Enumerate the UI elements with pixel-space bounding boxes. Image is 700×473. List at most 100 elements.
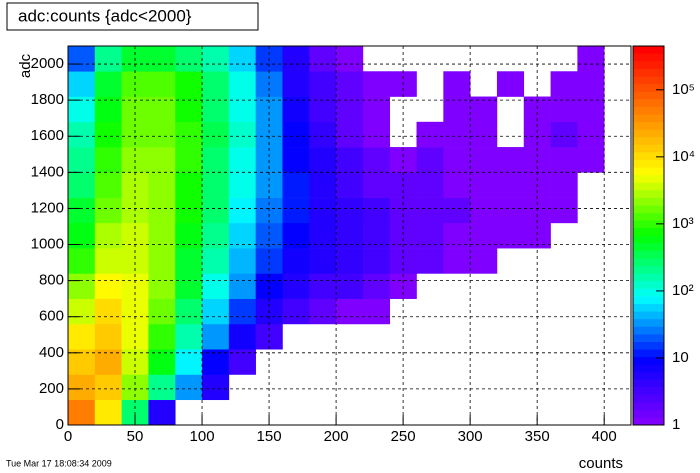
heatmap-cell	[577, 96, 605, 123]
heatmap-cell	[175, 323, 203, 350]
heatmap-cell	[416, 121, 444, 148]
heatmap-cell	[309, 172, 337, 198]
heatmap-cell	[336, 71, 364, 97]
heatmap-cell	[175, 121, 203, 148]
chart-title: adc:counts {adc<2000}	[18, 6, 192, 25]
heatmap-cell	[228, 46, 256, 72]
heatmap-cell	[94, 399, 122, 426]
heatmap-cell	[148, 349, 176, 375]
palette-step	[633, 288, 664, 297]
heatmap-cell	[148, 147, 176, 173]
heatmap-cell	[148, 273, 176, 299]
heatmap-cell	[94, 172, 122, 198]
heatmap-cell	[309, 248, 337, 274]
heatmap-cell	[202, 349, 230, 375]
palette-step	[633, 227, 664, 236]
heatmap-cell	[577, 71, 605, 97]
heatmap-cell	[202, 121, 230, 148]
palette-step	[633, 159, 664, 168]
palette-step	[633, 356, 664, 365]
palette-step	[633, 76, 664, 85]
heatmap-cell	[68, 248, 96, 274]
heatmap-cell	[336, 172, 364, 198]
heatmap-cell	[148, 374, 176, 401]
heatmap-cell	[282, 71, 310, 97]
heatmap-cell	[228, 197, 256, 224]
y-tick-label: 1000	[31, 235, 64, 252]
heatmap-cell	[175, 197, 203, 224]
heatmap-cell	[228, 298, 256, 325]
heatmap-cell	[336, 273, 364, 299]
heatmap-cell	[94, 121, 122, 148]
z-tick-label: 10³	[672, 215, 694, 232]
heatmap-cell	[309, 197, 337, 224]
x-tick-label: 250	[391, 428, 416, 445]
heatmap-cell	[336, 121, 364, 148]
x-tick-label: 350	[525, 428, 550, 445]
heatmap-cell	[443, 248, 471, 274]
heatmap-cell	[496, 172, 525, 198]
heatmap-cell	[416, 147, 444, 173]
palette-step	[633, 144, 664, 153]
heatmap-cell	[443, 197, 471, 224]
heatmap-cell	[228, 71, 256, 97]
heatmap-cell	[148, 399, 176, 426]
heatmap-cell	[202, 147, 230, 173]
heatmap-cell	[68, 197, 96, 224]
heatmap-cell	[282, 96, 310, 123]
x-tick-label: 150	[257, 428, 282, 445]
heatmap-cell	[550, 147, 578, 173]
x-axis-label: counts	[579, 455, 623, 472]
palette-step	[633, 387, 664, 395]
heatmap-cell	[443, 96, 471, 123]
heatmap-cell	[228, 323, 256, 350]
heatmap-cell	[148, 121, 176, 148]
x-tick-label: 400	[592, 428, 617, 445]
heatmap-cell	[309, 147, 337, 173]
heatmap-cell	[282, 147, 310, 173]
heatmap-cell	[68, 121, 96, 148]
palette-step	[633, 409, 664, 418]
palette-step	[633, 106, 664, 115]
heatmap-cell	[577, 121, 605, 148]
footer-date: Tue Mar 17 18:08:34 2009	[6, 458, 112, 468]
heatmap-cell	[148, 46, 176, 72]
palette-step	[633, 83, 664, 92]
heatmap-cell	[68, 349, 96, 375]
y-tick-label: 800	[39, 272, 64, 289]
heatmap-cell	[470, 96, 498, 123]
heatmap-cell	[496, 197, 525, 224]
heatmap-cell	[94, 374, 122, 401]
x-tick-label: 100	[190, 428, 215, 445]
heatmap-cell	[309, 121, 337, 148]
heatmap-cell	[470, 197, 498, 224]
y-tick-label: 0	[56, 416, 64, 433]
heatmap-cell	[282, 172, 310, 198]
palette-step	[633, 190, 664, 198]
palette-frame	[632, 45, 665, 426]
heatmap-cell	[336, 96, 364, 123]
heatmap-cell	[282, 121, 310, 148]
z-tick-label: 10²	[672, 282, 694, 299]
palette-step	[633, 68, 664, 77]
palette-step	[633, 243, 664, 251]
palette-step	[633, 220, 664, 229]
heatmap-cell	[336, 197, 364, 224]
heatmap-cell	[68, 323, 96, 350]
palette-step	[633, 349, 664, 358]
heatmap-cell	[228, 147, 256, 173]
heatmap-cell	[282, 197, 310, 224]
palette-step	[633, 273, 664, 282]
palette-step	[633, 296, 664, 305]
heatmap-cell	[148, 323, 176, 350]
heatmap-cell	[202, 298, 230, 325]
heatmap-cell	[309, 71, 337, 97]
z-tick-label: 10	[672, 349, 689, 366]
palette-step	[633, 152, 664, 160]
heatmap-cell	[443, 71, 471, 97]
heatmap-cell	[282, 46, 310, 72]
palette-step	[633, 371, 664, 380]
heatmap-cell	[470, 147, 498, 173]
heatmap-cell	[175, 374, 203, 401]
y-axis-label: adc	[17, 53, 34, 78]
